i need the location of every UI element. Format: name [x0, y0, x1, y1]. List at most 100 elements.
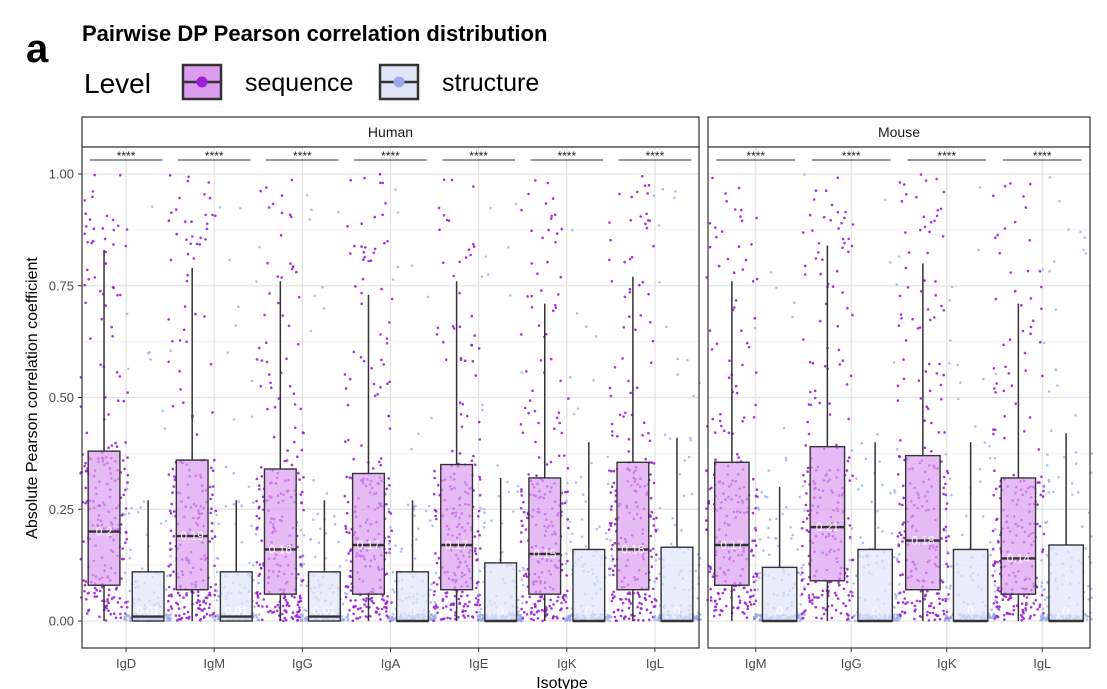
median-label: 0	[497, 604, 504, 618]
data-point	[652, 194, 656, 198]
data-point	[906, 286, 910, 289]
data-point	[756, 588, 760, 591]
data-point	[842, 602, 845, 605]
data-point	[192, 257, 196, 260]
data-point	[262, 598, 266, 601]
data-point	[705, 507, 708, 510]
data-point	[351, 619, 355, 623]
data-point	[216, 557, 220, 560]
data-point	[522, 568, 526, 572]
data-point	[713, 431, 717, 434]
data-point	[269, 609, 272, 613]
data-point	[692, 394, 695, 398]
data-point	[362, 598, 365, 601]
data-point	[116, 294, 119, 297]
data-point	[638, 595, 641, 599]
data-point	[182, 328, 186, 332]
data-point	[258, 563, 262, 566]
data-point	[1012, 604, 1016, 608]
data-point	[802, 563, 805, 567]
data-point	[477, 515, 480, 518]
data-point	[557, 595, 560, 599]
data-point	[637, 618, 640, 622]
data-point	[850, 558, 854, 562]
data-point	[170, 211, 173, 214]
data-point	[750, 243, 753, 246]
data-point	[837, 581, 840, 584]
data-point	[564, 600, 568, 604]
data-point	[806, 466, 810, 470]
data-point	[111, 335, 114, 338]
data-point	[567, 397, 570, 400]
data-point	[346, 403, 350, 407]
data-point	[137, 511, 140, 514]
data-point	[1023, 351, 1027, 355]
data-point	[216, 594, 220, 598]
data-point	[352, 457, 356, 461]
data-point	[476, 601, 479, 604]
data-point	[388, 542, 391, 546]
data-point	[286, 449, 290, 452]
data-point	[560, 601, 563, 605]
data-point	[107, 588, 111, 591]
significance-label: ****	[381, 149, 400, 163]
data-point	[901, 573, 904, 576]
data-point	[580, 535, 584, 539]
data-point	[977, 248, 980, 252]
data-point	[370, 596, 374, 600]
data-point	[85, 597, 88, 601]
data-point	[343, 494, 347, 498]
data-point	[1084, 252, 1088, 255]
data-point	[538, 599, 542, 603]
data-point	[843, 241, 846, 245]
data-point	[452, 327, 456, 330]
data-point	[902, 590, 906, 594]
data-point	[547, 228, 550, 232]
data-point	[304, 619, 307, 622]
data-point	[444, 358, 448, 362]
data-point	[98, 589, 102, 593]
data-point	[934, 294, 937, 297]
box-sequence	[713, 461, 750, 586]
data-point	[290, 594, 294, 598]
data-point	[319, 527, 322, 531]
data-point	[325, 492, 329, 495]
data-point	[734, 384, 738, 388]
data-point	[745, 616, 749, 619]
data-point	[378, 172, 382, 176]
data-point	[1013, 220, 1017, 224]
data-point	[477, 598, 480, 602]
data-point	[636, 605, 639, 609]
data-point	[166, 619, 169, 622]
data-point	[83, 583, 87, 587]
data-point	[472, 245, 476, 248]
data-point	[345, 559, 348, 562]
data-point	[167, 565, 171, 568]
data-point	[1043, 598, 1047, 602]
data-point	[799, 573, 803, 577]
data-point	[268, 373, 271, 376]
data-point	[484, 255, 488, 258]
data-point	[1070, 482, 1074, 485]
data-point	[291, 611, 295, 614]
data-point	[752, 477, 755, 481]
data-point	[346, 614, 350, 618]
data-point	[125, 312, 129, 316]
data-point	[537, 456, 541, 459]
data-point	[928, 611, 932, 615]
data-point	[299, 407, 303, 411]
data-point	[709, 587, 712, 591]
data-point	[628, 287, 632, 291]
data-point	[768, 518, 772, 521]
data-point	[265, 341, 268, 345]
data-point	[613, 564, 617, 568]
data-point	[628, 315, 631, 319]
data-point	[555, 416, 559, 420]
data-point	[128, 556, 132, 560]
box-group-structure: 0.01	[299, 194, 350, 622]
data-point	[989, 540, 992, 544]
data-point	[261, 618, 264, 622]
data-point	[1045, 554, 1049, 557]
data-point	[859, 536, 862, 539]
median-label: 0.2	[96, 525, 113, 539]
